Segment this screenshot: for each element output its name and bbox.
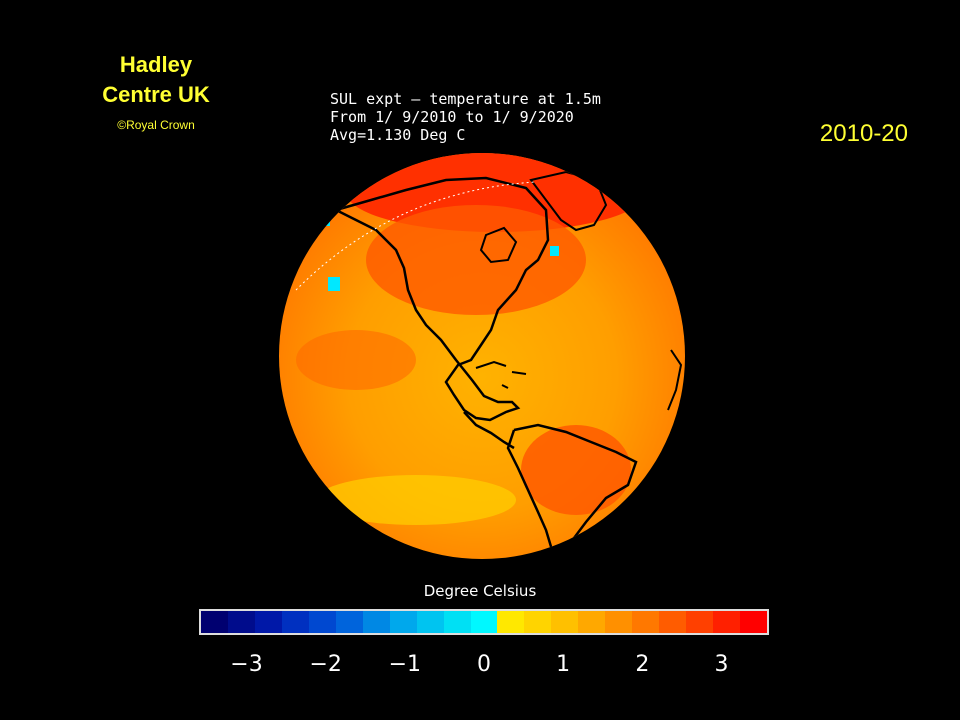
globe-svg [279,153,685,559]
arctic-edge-cold-spot [322,212,330,226]
colorbar-tick-label: 0 [477,652,491,677]
caribbean-islands [475,360,527,389]
colorbar-swatch [281,611,309,633]
canada-warming-region [366,205,586,315]
south-america-outline [506,423,638,559]
colorbar-swatch [632,611,660,633]
org-name-line2: Centre UK [102,82,210,107]
hudson-bay-outline [479,226,518,264]
colorbar-tick-label: 1 [556,652,571,677]
colorbar-swatch [686,611,714,633]
pacific-cold-spot [328,277,340,291]
colorbar-swatch [416,611,444,633]
colorbar-swatch [335,611,363,633]
colorbar-swatch [578,611,606,633]
colorbar-swatch [551,611,579,633]
colorbar-tick-label: −2 [309,652,342,677]
north-america-outline [332,176,550,422]
grid-arc [295,181,537,291]
map-title-line3: Avg=1.130 Deg C [330,126,466,144]
colorbar-swatch [740,611,768,633]
copyright-text: ©Royal Crown [117,118,195,132]
colorbar-swatch [362,611,390,633]
credit-block: Hadley Centre UK ©Royal Crown [56,50,256,132]
colorbar [199,609,769,635]
atlantic-cold-spot [550,246,559,256]
globe-map [276,150,688,562]
colorbar-swatch [497,611,525,633]
equatorial-pacific-cool-band [316,475,516,525]
colorbar-swatch [470,611,498,633]
colorbar-swatch [659,611,687,633]
map-title-line2: From 1/ 9/2010 to 1/ 9/2020 [330,108,574,126]
period-label: 2010-20 [819,120,908,147]
colorbar-swatch [201,611,228,633]
colorbar-swatch [713,611,741,633]
pacific-warm-band [296,330,416,390]
map-title-line1: SUL expt — temperature at 1.5m [330,90,601,108]
colorbar-tick-label: −1 [388,652,422,677]
colorbar-swatch [524,611,552,633]
colorbar-swatch [389,611,417,633]
org-name-line1: Hadley [119,52,193,77]
colorbar-tick-label: 2 [635,652,650,677]
colorbar-title: Degree Celsius [423,582,537,600]
colorbar-swatch [605,611,633,633]
colorbar-swatch [308,611,336,633]
colorbar-tick-label: 3 [714,652,729,677]
south-america-warming-region [521,425,631,515]
colorbar-tick-label: −3 [230,652,263,677]
africa-edge-outline [667,349,683,411]
map-title: SUL expt — temperature at 1.5m From 1/ 9/… [330,90,601,144]
colorbar-swatch [227,611,255,633]
colorbar-swatch [254,611,282,633]
colorbar-swatch [443,611,471,633]
colorbar-tick-labels: −3 −2 −1 0 1 2 3 [199,652,769,682]
central-america-outline [463,411,515,450]
